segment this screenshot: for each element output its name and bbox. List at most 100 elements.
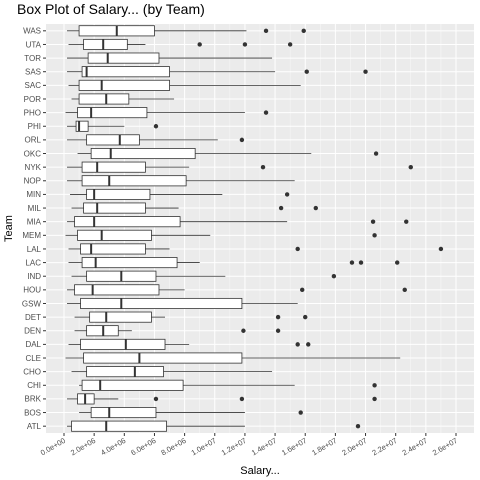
outlier-point	[373, 151, 379, 156]
outlier-point	[301, 28, 306, 34]
box-iqr	[81, 257, 178, 269]
y-tick-label: UTA	[26, 40, 42, 49]
outlier-point	[239, 137, 245, 143]
outlier-point	[408, 164, 413, 170]
y-tick-label: LAC	[25, 258, 41, 267]
x-tick-label: 2.4e+07	[401, 436, 429, 457]
outlier-point	[153, 396, 159, 402]
box-nyk	[67, 161, 413, 173]
outlier-point	[349, 260, 355, 265]
x-tick-label: 2.6e+07	[431, 436, 459, 457]
outlier-point	[363, 69, 368, 74]
box-det	[74, 311, 308, 323]
x-tick-label: 1.6e+07	[280, 436, 308, 457]
outlier-point	[284, 192, 290, 197]
box-iqr	[80, 338, 166, 350]
box-iqr	[81, 175, 187, 187]
box-ind	[71, 270, 337, 282]
box-iqr	[87, 52, 160, 64]
outlier-point	[242, 42, 248, 47]
outlier-point	[295, 246, 300, 252]
box-iqr	[86, 134, 140, 146]
x-tick-label: 1.2e+07	[220, 436, 248, 457]
outlier-point	[404, 219, 409, 224]
outlier-point	[306, 342, 311, 347]
x-tick-label: 1.8e+07	[310, 436, 338, 457]
y-tick-label: CHO	[23, 367, 41, 376]
y-tick-label: PHO	[24, 108, 41, 117]
box-sas	[67, 66, 368, 78]
outlier-point	[260, 164, 266, 170]
box-cho	[71, 366, 273, 378]
box-iqr	[90, 148, 196, 160]
y-tick-label: NYK	[25, 163, 42, 172]
y-tick-label: CLE	[25, 354, 41, 363]
outlier-point	[358, 260, 364, 265]
box-iqr	[83, 352, 243, 364]
box-iqr	[80, 243, 146, 255]
y-tick-label: MIA	[27, 217, 42, 226]
y-tick-label: SAS	[25, 68, 41, 77]
box-iqr	[78, 79, 170, 91]
box-iqr	[86, 366, 164, 378]
x-tick-label: 8.0e+06	[159, 436, 187, 457]
x-tick-label: 1.0e+07	[190, 436, 218, 457]
outlier-point	[298, 410, 303, 415]
box-mil	[71, 202, 318, 214]
y-tick-label: POR	[24, 95, 42, 104]
box-gsw	[67, 297, 298, 309]
box-iqr	[71, 420, 167, 432]
outlier-point	[263, 110, 269, 115]
box-cle	[65, 352, 401, 364]
y-tick-label: HOU	[23, 286, 41, 295]
y-tick-label: TOR	[24, 54, 41, 63]
outlier-point	[372, 383, 377, 388]
outlier-point	[278, 205, 284, 211]
outlier-point	[275, 328, 281, 333]
outlier-point	[303, 314, 308, 320]
box-tor	[67, 52, 273, 64]
box-iqr	[74, 284, 160, 296]
box-lac	[68, 257, 400, 269]
box-atl	[67, 420, 361, 432]
outlier-point	[313, 205, 318, 211]
outlier-point	[355, 423, 361, 429]
y-tick-label: ORL	[25, 136, 42, 145]
outlier-point	[331, 274, 337, 279]
box-phi	[67, 120, 159, 132]
box-uta	[68, 38, 293, 50]
box-was	[67, 25, 306, 37]
box-iqr	[75, 120, 89, 132]
outlier-point	[153, 124, 159, 129]
outlier-point	[438, 246, 444, 252]
y-tick-label: GSW	[22, 299, 42, 308]
y-tick-label: NOP	[24, 177, 41, 186]
outlier-point	[372, 233, 377, 238]
outlier-point	[300, 287, 305, 293]
x-tick-label: 2.2e+07	[371, 436, 399, 457]
y-tick-label: IND	[27, 272, 41, 281]
y-tick-label: MIN	[26, 190, 41, 199]
x-tick-label: 1.4e+07	[250, 436, 278, 457]
box-sac	[68, 79, 301, 91]
box-iqr	[81, 161, 146, 173]
x-tick-label: 6.0e+06	[129, 436, 157, 457]
box-iqr	[80, 297, 243, 309]
outlier-point	[263, 28, 269, 34]
y-tick-label: ATL	[27, 422, 42, 431]
box-dal	[68, 338, 311, 350]
box-bos	[79, 407, 303, 419]
x-tick-label: 4.0e+06	[99, 436, 127, 457]
box-iqr	[83, 38, 128, 50]
y-tick-label: SAC	[25, 81, 42, 90]
outlier-point	[275, 314, 281, 320]
box-chi	[79, 379, 377, 391]
box-iqr	[83, 202, 146, 214]
outlier-point	[241, 328, 246, 333]
y-tick-label: DEN	[24, 327, 41, 336]
box-hou	[67, 284, 407, 296]
y-tick-label: DAL	[25, 340, 41, 349]
box-iqr	[74, 216, 181, 228]
box-brk	[67, 393, 377, 405]
y-tick-label: LAL	[27, 245, 42, 254]
